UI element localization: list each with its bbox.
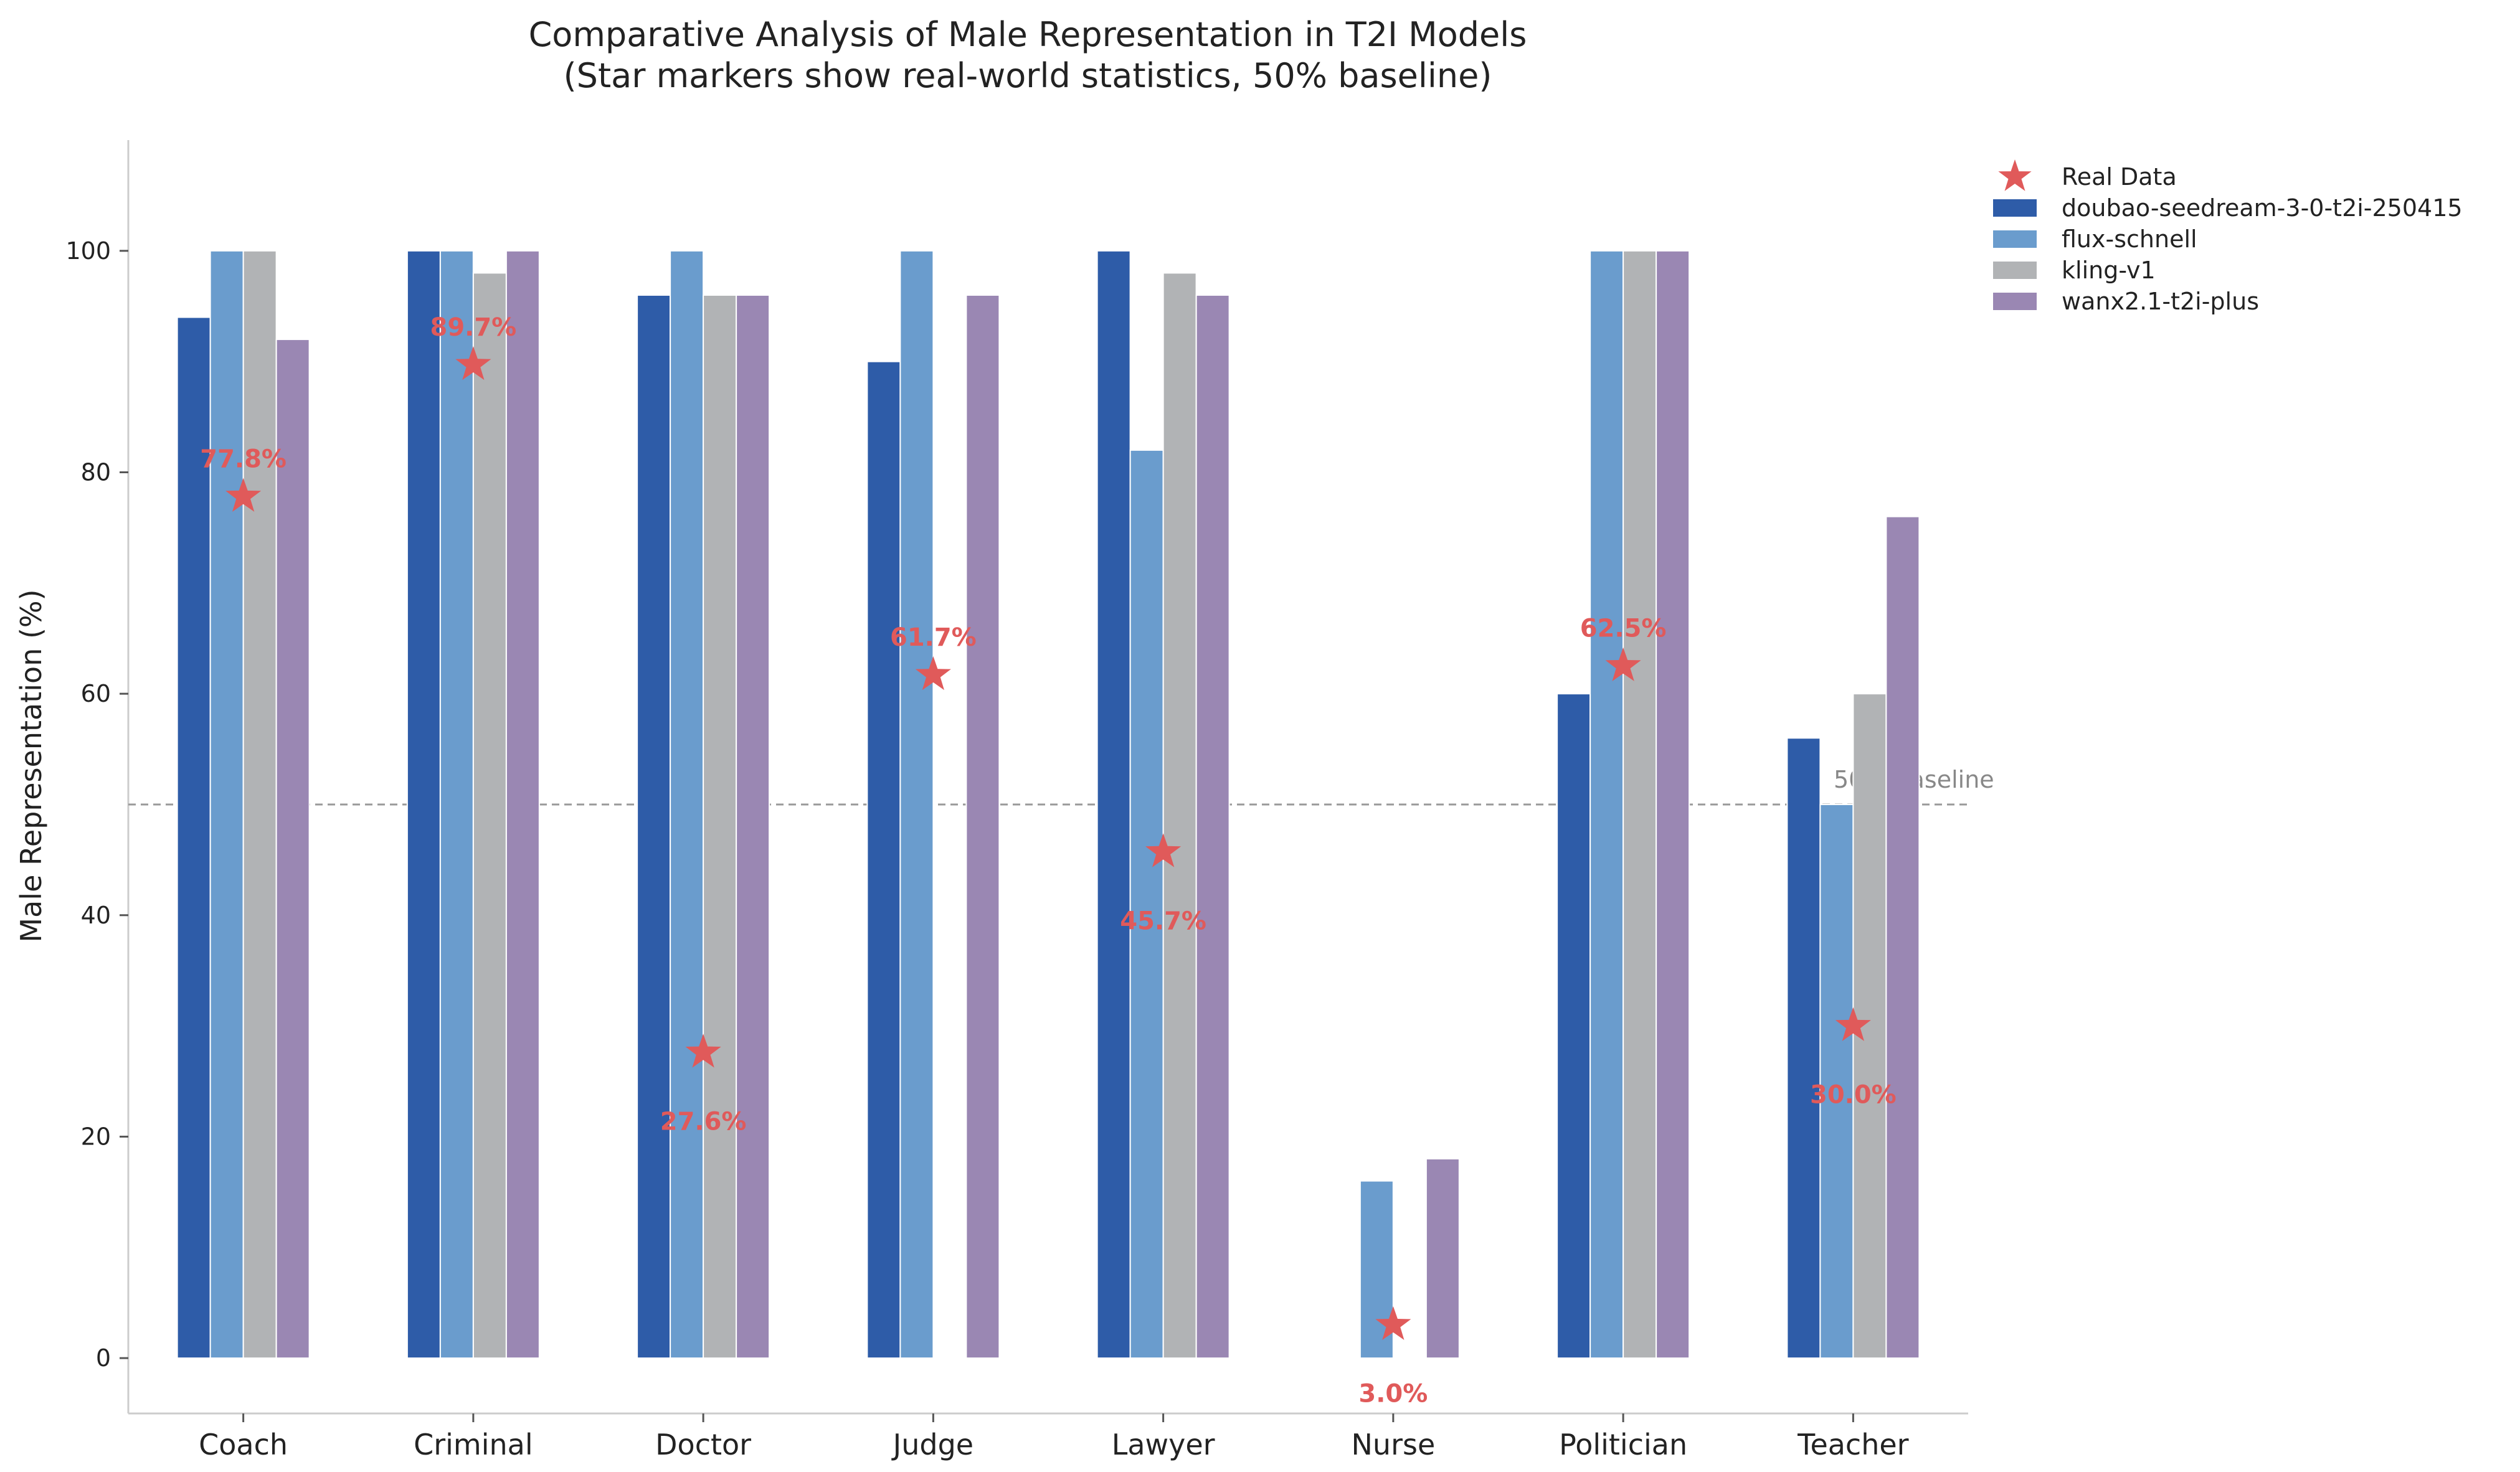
- real-data-star: [685, 1034, 721, 1068]
- bar-flux-schnell: [899, 250, 934, 1359]
- bar-doubao-seedream-3-0-t2i-250415: [1096, 250, 1131, 1359]
- bar-flux-schnell: [209, 250, 244, 1359]
- legend-label: Real Data: [2062, 163, 2177, 191]
- chart-subtitle: (Star markers show real-world statistics…: [564, 56, 1492, 95]
- x-tick-label: Lawyer: [1112, 1428, 1215, 1461]
- legend-star-marker: [1998, 159, 2032, 191]
- bar-wanx2.1-t2i-plus: [1425, 1158, 1460, 1359]
- bar-kling-v1: [703, 294, 737, 1359]
- plot-area: 02040608010050% BaselineCoachCriminalDoc…: [65, 140, 1994, 1461]
- real-data-star: [915, 656, 951, 691]
- bar-doubao-seedream-3-0-t2i-250415: [176, 316, 211, 1359]
- real-data-label: 62.5%: [1580, 615, 1667, 643]
- real-data-star: [1375, 1306, 1411, 1340]
- bar-wanx2.1-t2i-plus: [1656, 250, 1690, 1359]
- chart-title: Comparative Analysis of Male Representat…: [529, 15, 1527, 54]
- x-tick-label: Teacher: [1797, 1428, 1909, 1461]
- y-axis-label: Male Representation (%): [14, 589, 48, 942]
- bar-wanx2.1-t2i-plus: [275, 339, 310, 1359]
- y-tick-label: 20: [81, 1123, 111, 1150]
- real-data-label: 27.6%: [660, 1107, 747, 1136]
- bar-wanx2.1-t2i-plus: [1885, 516, 1920, 1359]
- real-data-star: [1145, 833, 1182, 867]
- real-data-label: 61.7%: [890, 623, 977, 652]
- bar-doubao-seedream-3-0-t2i-250415: [406, 250, 441, 1359]
- real-data-star: [1605, 647, 1641, 681]
- x-tick-label: Criminal: [414, 1428, 533, 1461]
- x-tick-label: Judge: [891, 1428, 973, 1461]
- bar-flux-schnell: [439, 250, 474, 1359]
- legend-swatch: [1993, 199, 2037, 217]
- legend: Real Data doubao-seedream-3-0-t2i-250415 f…: [1993, 159, 2463, 315]
- bar-flux-schnell: [670, 250, 704, 1359]
- legend-label: kling-v1: [2062, 257, 2156, 284]
- legend-swatch: [1993, 230, 2037, 248]
- bar-kling-v1: [1162, 272, 1197, 1359]
- x-tick-label: Doctor: [655, 1428, 751, 1461]
- bar-flux-schnell: [1129, 449, 1164, 1359]
- real-data-label: 3.0%: [1358, 1380, 1428, 1408]
- legend-swatch: [1993, 293, 2037, 310]
- bar-flux-schnell: [1589, 250, 1624, 1359]
- x-tick-label: Coach: [199, 1428, 288, 1461]
- bar-doubao-seedream-3-0-t2i-250415: [866, 361, 901, 1359]
- y-tick-label: 100: [65, 237, 111, 265]
- legend-label: flux-schnell: [2062, 225, 2197, 253]
- bar-kling-v1: [242, 250, 277, 1359]
- legend-swatch: [1993, 262, 2037, 279]
- y-tick-label: 60: [81, 680, 111, 707]
- bar-wanx2.1-t2i-plus: [1195, 294, 1230, 1359]
- bar-kling-v1: [1622, 250, 1657, 1359]
- real-data-star: [225, 478, 262, 512]
- x-tick-label: Nurse: [1352, 1428, 1436, 1461]
- y-tick-label: 80: [81, 458, 111, 486]
- real-data-star: [455, 346, 491, 380]
- real-data-label: 77.8%: [200, 445, 287, 474]
- legend-label: wanx2.1-t2i-plus: [2062, 288, 2259, 315]
- bar-doubao-seedream-3-0-t2i-250415: [637, 294, 671, 1359]
- bar-kling-v1: [472, 272, 507, 1359]
- real-data-star: [1835, 1007, 1871, 1041]
- bar-wanx2.1-t2i-plus: [736, 294, 770, 1359]
- legend-label: doubao-seedream-3-0-t2i-250415: [2062, 194, 2463, 222]
- bar-wanx2.1-t2i-plus: [505, 250, 540, 1359]
- bar-doubao-seedream-3-0-t2i-250415: [1786, 737, 1821, 1359]
- bar-doubao-seedream-3-0-t2i-250415: [1556, 693, 1591, 1359]
- y-tick-label: 0: [96, 1344, 111, 1372]
- real-data-label: 45.7%: [1120, 907, 1206, 935]
- y-tick-label: 40: [81, 902, 111, 929]
- real-data-label: 89.7%: [430, 313, 516, 342]
- x-tick-label: Politician: [1559, 1428, 1687, 1461]
- real-data-label: 30.0%: [1810, 1081, 1897, 1110]
- bar-wanx2.1-t2i-plus: [965, 294, 1000, 1359]
